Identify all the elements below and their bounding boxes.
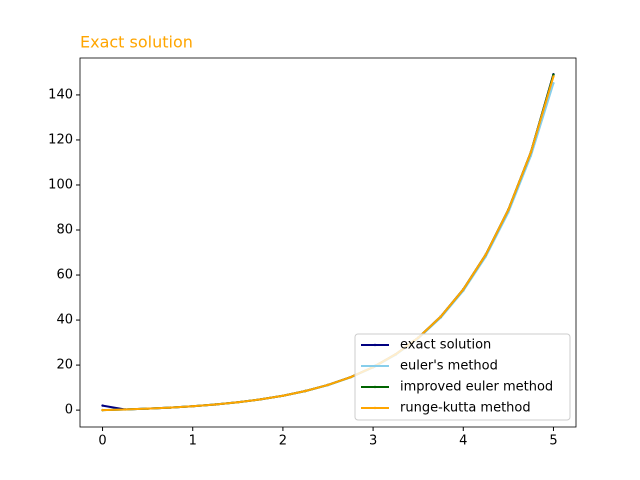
point (168, 406, 172, 409)
legend-marker (373, 364, 377, 368)
point (191, 405, 194, 408)
point (281, 394, 285, 397)
y-tick-label: 40 (56, 313, 73, 328)
y-tick-label: 0 (65, 403, 73, 418)
point (214, 403, 217, 406)
point (484, 253, 488, 256)
x-tick-label: 0 (98, 434, 106, 449)
point (123, 408, 127, 411)
x-tick-label: 4 (459, 434, 467, 449)
point (259, 398, 262, 401)
point (552, 75, 555, 78)
y-tick-label: 60 (56, 268, 73, 283)
legend-label: improved euler method (400, 380, 553, 395)
point (349, 375, 352, 379)
plot-frame (79, 57, 577, 428)
point (101, 404, 104, 407)
y-tick-label: 120 (48, 132, 73, 147)
point (439, 315, 442, 318)
point (236, 401, 240, 404)
legend-label: euler's method (400, 359, 498, 374)
point (552, 82, 555, 85)
legend-marker (373, 343, 377, 347)
y-tick-label: 100 (48, 177, 73, 192)
point (462, 288, 465, 291)
point (304, 389, 307, 393)
point (101, 408, 104, 412)
point (529, 150, 533, 154)
legend-marker (373, 385, 377, 389)
y-tick-label: 80 (56, 223, 73, 238)
y-tick-label: 140 (48, 87, 73, 102)
legend-label: exact solution (400, 338, 491, 353)
point (507, 208, 510, 211)
y-tick-label: 20 (56, 358, 73, 373)
legend-label: runge-kutta method (400, 401, 531, 416)
legend-box (354, 333, 571, 421)
x-tick-label: 1 (189, 434, 197, 449)
x-tick-label: 5 (549, 434, 557, 449)
point (552, 73, 555, 76)
legend-marker (373, 406, 377, 410)
chart-title: Exact solution (80, 33, 193, 52)
x-tick-label: 2 (279, 434, 287, 449)
x-tick-label: 3 (369, 434, 377, 449)
point (146, 407, 149, 410)
point (326, 383, 330, 387)
